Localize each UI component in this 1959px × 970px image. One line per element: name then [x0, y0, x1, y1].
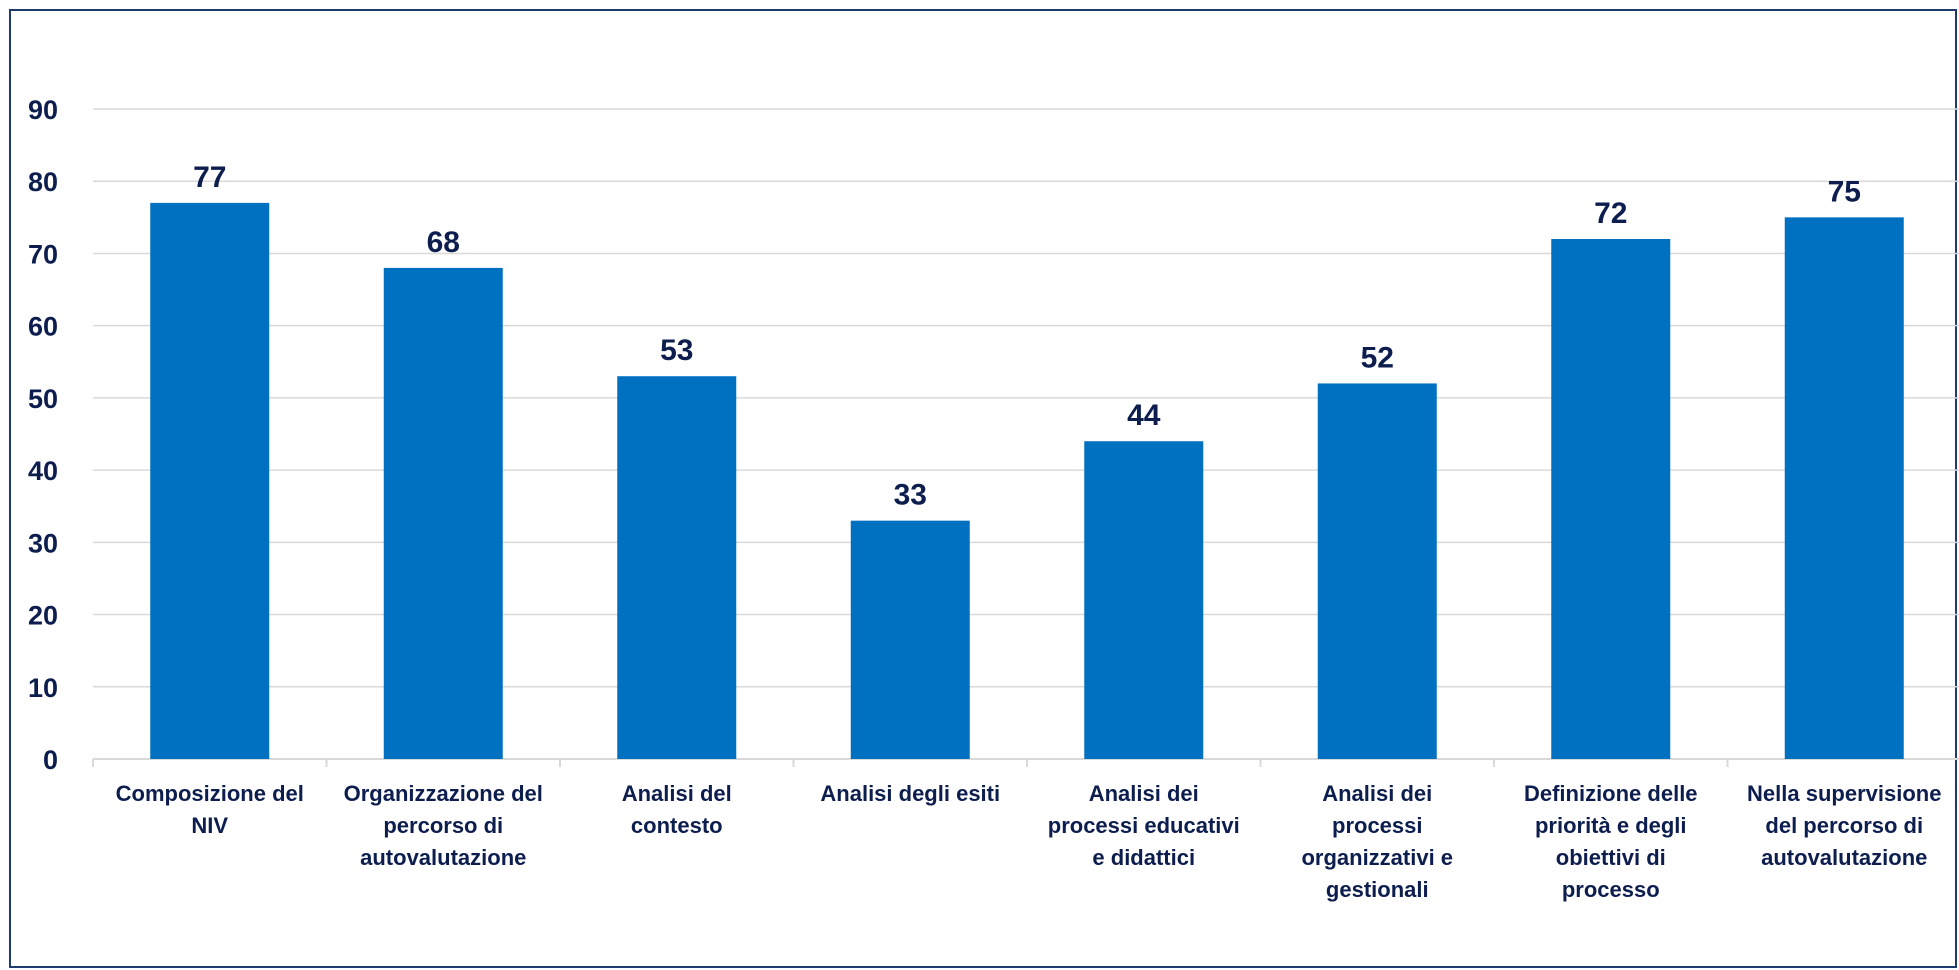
x-tick-label-line: Analisi degli esiti — [820, 781, 1000, 806]
x-tick-label: Analisi dei processi educativi e didattici — [1048, 781, 1240, 870]
x-tick-label-line: processo — [1562, 877, 1660, 902]
y-tick-label: 80 — [28, 167, 58, 197]
x-tick-label-line: del percorso di — [1765, 813, 1923, 838]
x-tick-label-line: contesto — [631, 813, 723, 838]
bar — [1551, 239, 1671, 759]
y-axis-ticks: 0 10 20 30 40 50 60 70 80 90 — [28, 95, 58, 775]
x-tick-label-line: autovalutazione — [1761, 845, 1927, 870]
y-tick-label: 30 — [28, 528, 58, 558]
data-label: 68 — [427, 226, 460, 259]
x-tick-label-line: Definizione delle — [1524, 781, 1698, 806]
x-tick-label: Analisi degli esiti — [820, 781, 1000, 806]
y-tick-label: 0 — [43, 745, 58, 775]
bars — [150, 202, 1904, 760]
data-label: 52 — [1361, 341, 1394, 374]
x-tick-label-line: percorso di — [383, 813, 503, 838]
grid-lines — [92, 108, 1959, 767]
x-tick-label-line: gestionali — [1326, 877, 1429, 902]
x-tick-label-line: processi — [1332, 813, 1423, 838]
x-tick-label: Definizione delle priorità e degli obietti… — [1524, 781, 1698, 902]
data-labels: 77 68 53 33 44 52 72 75 — [193, 161, 1861, 512]
data-label: 77 — [193, 161, 226, 194]
y-tick-label: 90 — [28, 95, 58, 125]
x-tick-label: Analisi dei processi organizzativi e gestio… — [1301, 781, 1453, 902]
y-tick-label: 70 — [28, 239, 58, 269]
x-tick-label-line: Analisi dei — [1322, 781, 1432, 806]
x-tick-label: Analisi del contesto — [622, 781, 732, 838]
x-tick-label: Composizione del NIV — [116, 781, 304, 838]
x-tick-label-line: Nella supervisione — [1747, 781, 1941, 806]
data-label: 72 — [1594, 197, 1627, 230]
x-axis-labels: Composizione del NIV Organizzazione del per… — [116, 781, 1942, 902]
y-tick-label: 40 — [28, 456, 58, 486]
x-tick-label-line: Analisi dei — [1089, 781, 1199, 806]
x-tick-label: Nella supervisione del percorso di autoval… — [1747, 781, 1941, 870]
x-tick-label-line: obiettivi di — [1556, 845, 1666, 870]
x-tick-label-line: processi educativi — [1048, 813, 1240, 838]
x-tick-label: Organizzazione del percorso di autovalutaz… — [344, 781, 543, 870]
y-tick-label: 60 — [28, 312, 58, 342]
bar — [850, 520, 970, 759]
bar — [1084, 441, 1204, 759]
data-label: 53 — [660, 334, 693, 367]
y-tick-label: 10 — [28, 673, 58, 703]
x-tick-label-line: Composizione del — [116, 781, 304, 806]
data-label: 33 — [894, 479, 927, 512]
x-tick-label-line: Organizzazione del — [344, 781, 543, 806]
bar — [150, 202, 270, 759]
x-tick-label-line: Analisi del — [622, 781, 732, 806]
x-tick-label-line: organizzativi e — [1301, 845, 1453, 870]
data-label: 44 — [1127, 399, 1161, 432]
bar — [617, 376, 737, 759]
x-tick-label-line: NIV — [191, 813, 228, 838]
x-tick-label-line: priorità e degli — [1535, 813, 1687, 838]
bar — [1317, 383, 1437, 759]
y-tick-label: 20 — [28, 601, 58, 631]
bar — [383, 267, 503, 759]
x-tick-label-line: e didattici — [1092, 845, 1195, 870]
x-tick-label-line: autovalutazione — [360, 845, 526, 870]
bar — [1784, 217, 1904, 760]
y-tick-label: 50 — [28, 384, 58, 414]
data-label: 75 — [1828, 175, 1861, 208]
